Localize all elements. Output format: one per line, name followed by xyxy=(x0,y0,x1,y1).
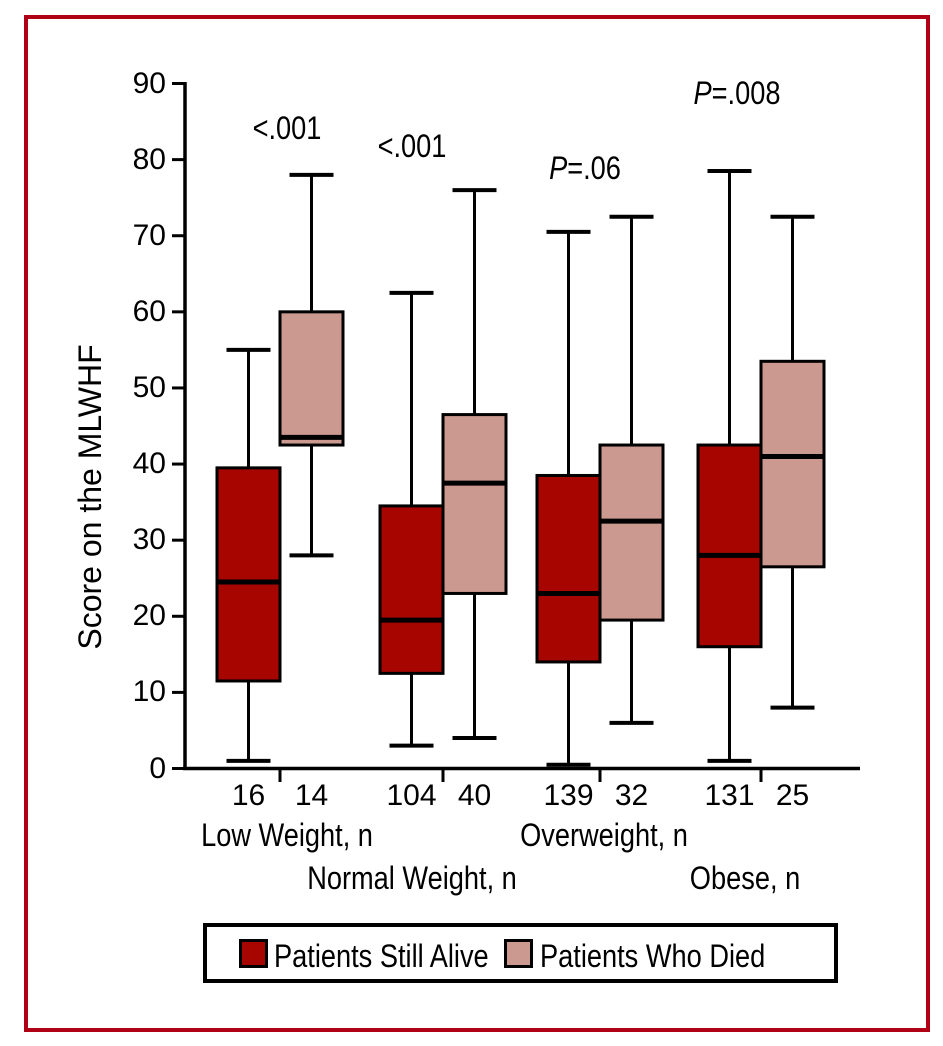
category-label: Obese, n xyxy=(689,860,801,896)
box-died-group1 xyxy=(278,310,345,447)
p-value-label: P=.06 xyxy=(549,150,621,186)
n-count-label: 32 xyxy=(614,779,649,812)
n-count-label: 131 xyxy=(704,779,755,812)
p-value-label: <.001 xyxy=(377,128,447,164)
legend-swatch-died xyxy=(504,939,533,968)
y-tick-label: 40 xyxy=(132,447,166,481)
legend-label-died: Patients Who Died xyxy=(540,938,766,974)
n-count-label: 16 xyxy=(231,779,266,812)
y-tick-label: 90 xyxy=(132,66,166,100)
box-alive-group4 xyxy=(696,443,763,649)
box-alive-group3 xyxy=(535,473,602,664)
box-died-group3 xyxy=(598,443,665,622)
p-value-label: P=.008 xyxy=(693,75,781,111)
figure-frame xyxy=(24,15,930,1032)
category-label: Overweight, n xyxy=(520,817,688,853)
y-axis-title: Score on the MLWHF xyxy=(72,344,108,650)
y-tick-label: 70 xyxy=(132,218,166,252)
y-tick-label: 30 xyxy=(132,523,166,557)
category-label: Low Weight, n xyxy=(201,817,373,853)
category-label: Normal Weight, n xyxy=(307,860,517,896)
y-tick-label: 20 xyxy=(132,599,166,633)
n-count-label: 25 xyxy=(775,779,810,812)
n-count-label: 40 xyxy=(457,779,492,812)
legend: Patients Still Alive Patients Who Died xyxy=(203,923,838,983)
y-tick-label: 50 xyxy=(132,370,166,404)
n-count-label: 139 xyxy=(543,779,594,812)
y-tick-label: 80 xyxy=(132,142,166,176)
box-died-group4 xyxy=(759,359,826,569)
y-tick-label: 0 xyxy=(149,751,166,785)
n-count-label: 104 xyxy=(386,779,437,812)
box-alive-group2 xyxy=(378,504,445,675)
box-died-group2 xyxy=(441,413,508,595)
y-tick-label: 60 xyxy=(132,294,166,328)
legend-label-alive: Patients Still Alive xyxy=(274,938,489,974)
p-value-label: <.001 xyxy=(252,110,322,146)
legend-swatch-alive xyxy=(239,939,268,968)
n-count-label: 14 xyxy=(294,779,329,812)
y-tick-label: 10 xyxy=(132,675,166,709)
box-alive-group1 xyxy=(215,466,282,683)
